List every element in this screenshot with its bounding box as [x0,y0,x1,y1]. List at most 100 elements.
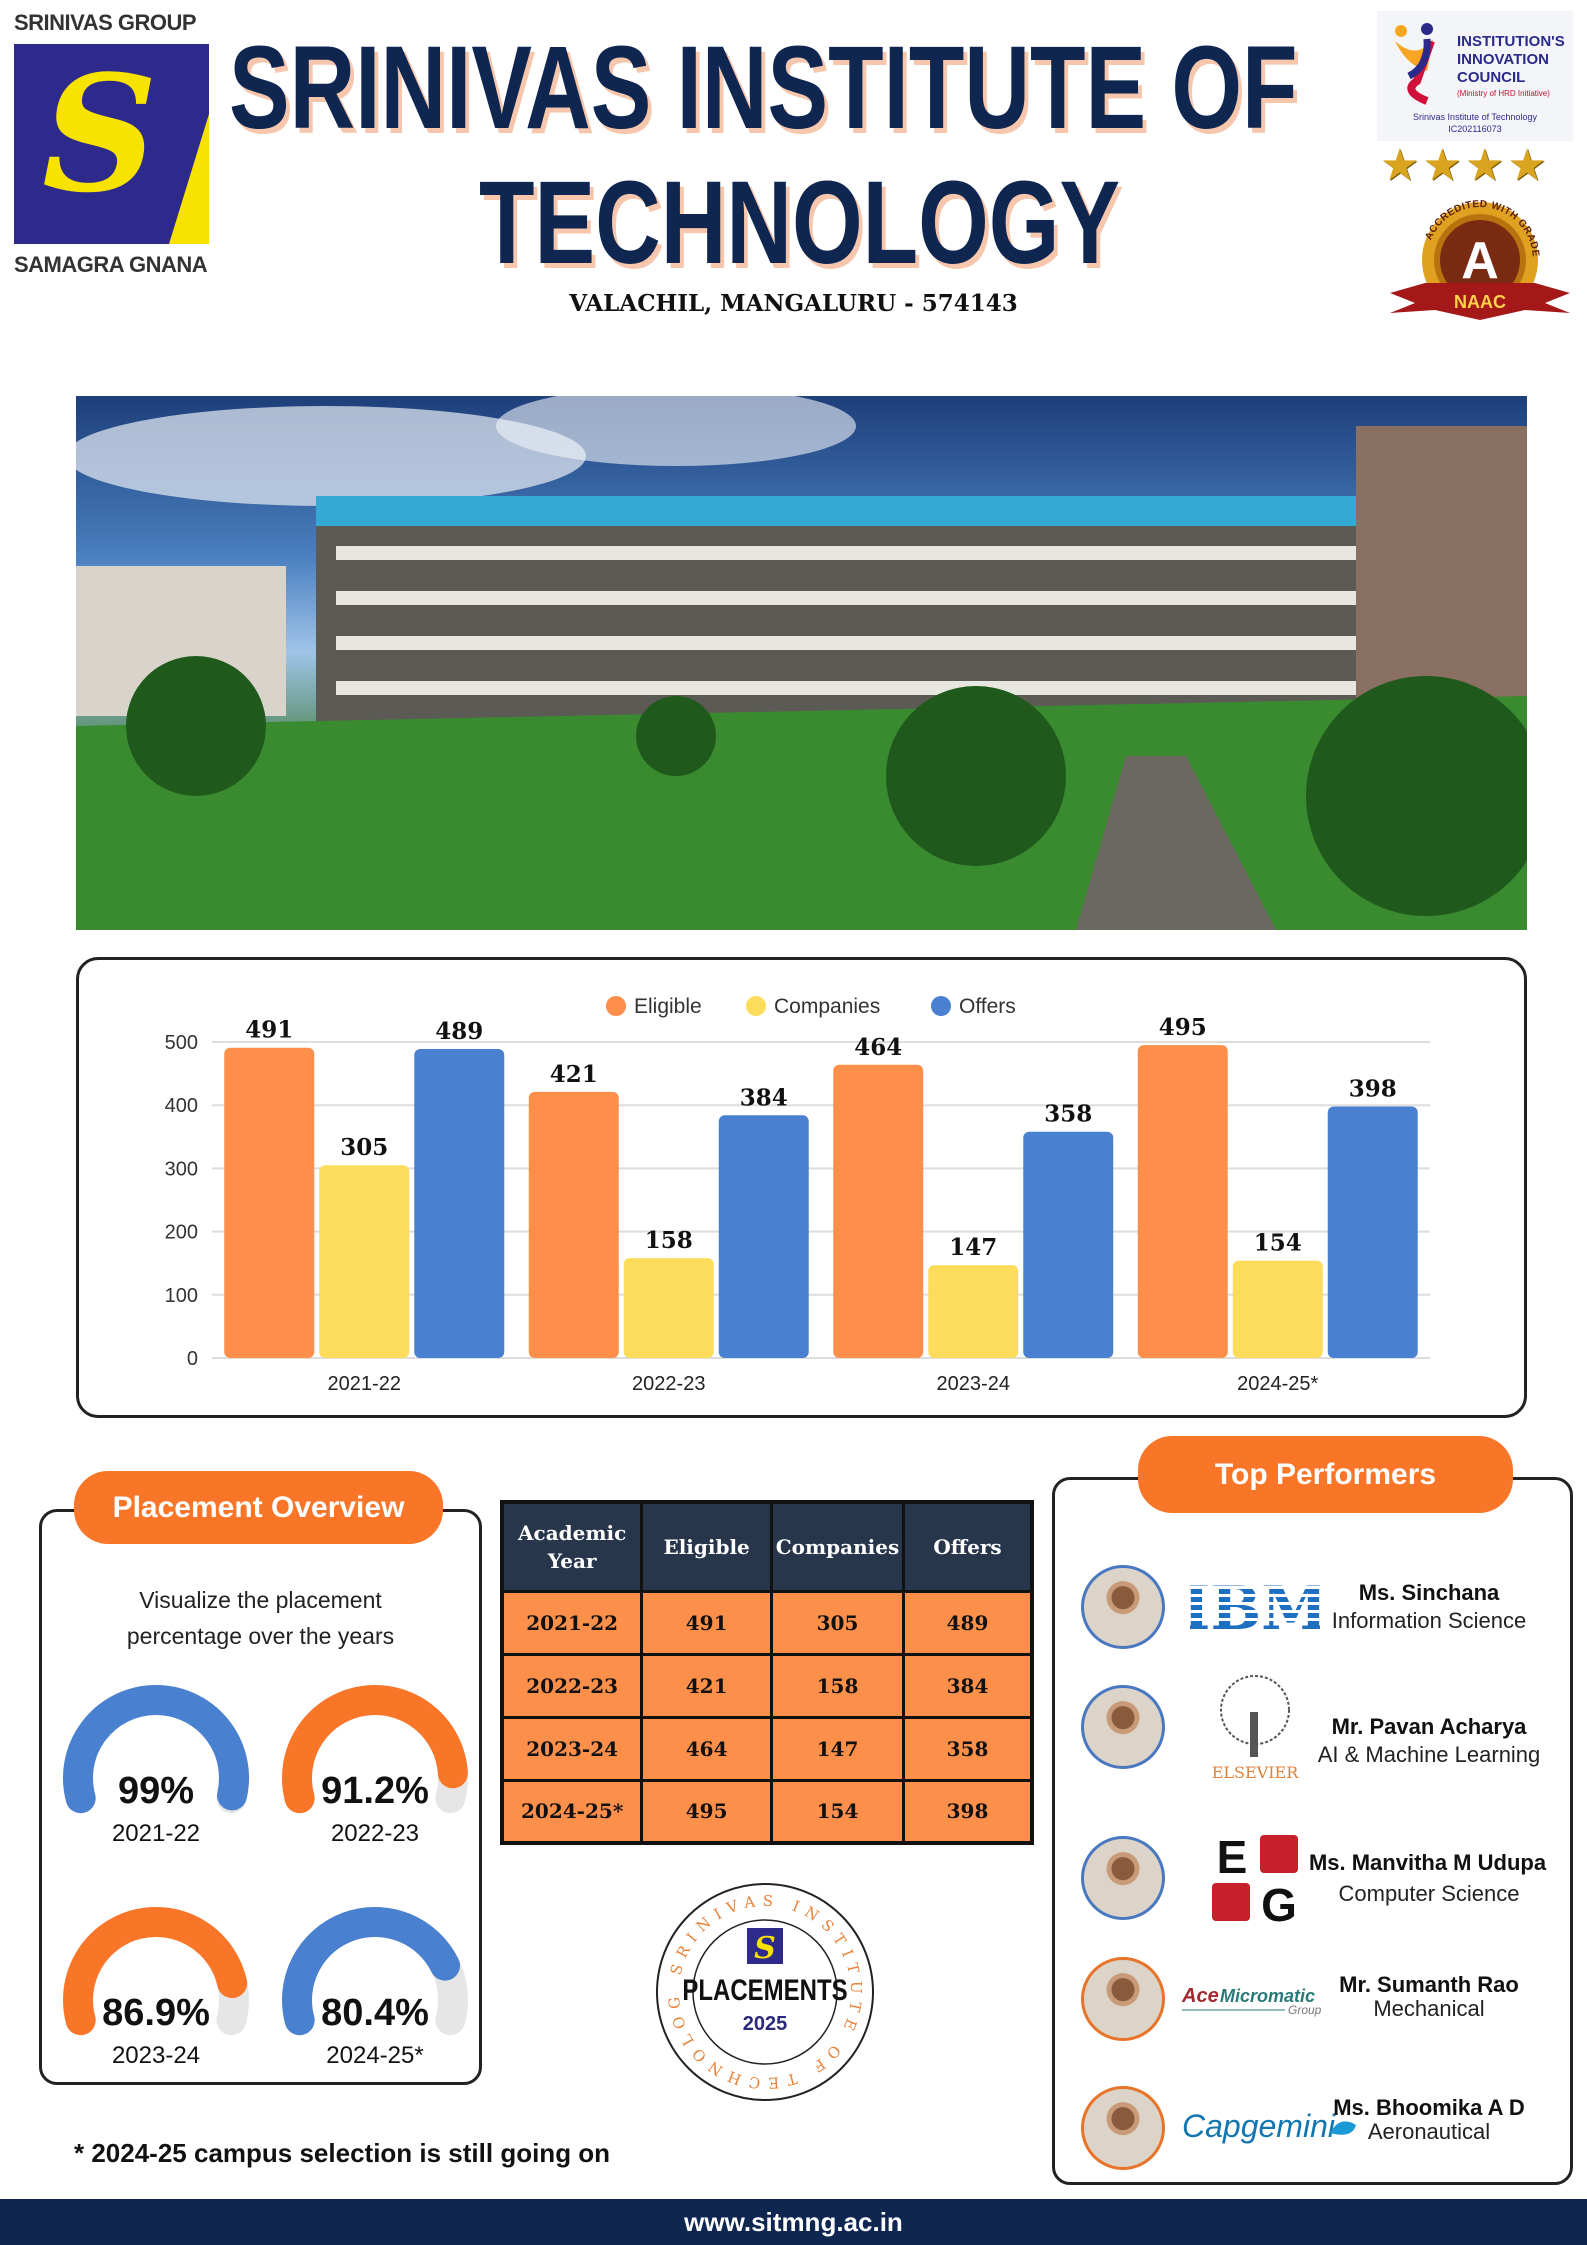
performer-dept: Information Science [1331,1608,1527,1633]
bar-eligible [1137,1045,1228,1358]
placement-table: Academic Year Eligible Companies Offers … [500,1500,1034,1845]
col-offers: Offers [902,1500,1034,1593]
bar-offers [414,1048,505,1358]
data-label: 421 [550,1061,598,1088]
data-label: 495 [1159,1014,1207,1041]
legend-label: Eligible [634,995,702,1018]
table-row: 2023-24 464 147 358 [500,1715,1034,1782]
cell-year: 2024-25* [500,1778,644,1845]
col-eligible: Eligible [640,1500,773,1593]
bar-eligible [528,1091,619,1358]
performer-name: Ms. Sinchana [1358,1580,1500,1605]
y-tick-label: 500 [165,1032,198,1054]
naac-label: NAAC [1454,292,1506,312]
data-label: 489 [435,1018,483,1045]
cell-offers: 398 [902,1778,1034,1845]
x-tick-label: 2021-22 [328,1373,401,1395]
legend-marker [746,996,766,1016]
gauge-year: 2021-22 [111,1820,201,1847]
y-tick-label: 400 [165,1095,198,1117]
cell-eligible: 491 [640,1589,773,1656]
placements-2025-seal: SRINIVAS INSTITUTE OF TECHNOLOGY S PLACE… [653,1880,874,2101]
cell-eligible: 464 [640,1715,773,1782]
cell-offers: 489 [902,1589,1034,1656]
cell-year: 2023-24 [500,1715,644,1782]
bar-companies [623,1258,714,1358]
cell-companies: 158 [769,1652,906,1719]
institute-title-line2: TECHNOLOGY [479,157,1121,289]
performer-avatar [1081,1836,1165,1920]
performer-item: IBM Ms. Sinchana Information Science [1055,1552,1570,1662]
performer-avatar [1081,1685,1165,1769]
svg-text:S: S [754,1931,776,1966]
iic-ministry: (Ministry of HRD Initiative) [1457,89,1550,98]
data-label: 147 [949,1234,997,1261]
data-label: 398 [1349,1075,1397,1102]
cell-offers: 384 [902,1652,1034,1719]
data-label: 305 [340,1134,388,1161]
institute-title-line1: SRINIVAS INSTITUTE OF [229,22,1298,154]
cell-companies: 154 [769,1778,906,1845]
seal-year: 2025 [743,2013,788,2035]
gauge-fill [282,1685,468,1814]
svg-text:Ace: Ace [1181,1985,1219,2007]
logo-bottom-text: SAMAGRA GNANA [14,252,208,277]
y-tick-label: 200 [165,1222,198,1244]
bar-offers [718,1115,809,1358]
svg-text:Group: Group [1288,2003,1322,2017]
table-row: 2024-25* 495 154 398 [500,1778,1034,1845]
gauge-2023-24 [63,1907,249,2036]
data-label: 464 [854,1034,902,1061]
legend-marker [931,996,951,1016]
website-link[interactable]: www.sitmng.ac.in [0,2199,1587,2245]
svg-text:Capgemini: Capgemini [1182,2108,1336,2144]
performer-dept: AI & Machine Learning [1317,1742,1541,1767]
cell-offers: 358 [902,1715,1034,1782]
gauge-value: 80.4% [321,1992,429,2034]
gauge-value: 86.9% [102,1992,210,2034]
gauge-year: 2023-24 [111,2042,201,2069]
performer-name: Ms. Manvitha M Udupa [1308,1850,1547,1875]
svg-text:ELSEVIER: ELSEVIER [1212,1763,1300,1782]
gauge-value: 99% [117,1770,195,1812]
bar-offers [1327,1106,1418,1358]
subtitle-line2: percentage over the years [126,1623,395,1649]
cell-year: 2021-22 [500,1589,644,1656]
legend-label: Offers [959,995,1016,1018]
iic-title: INSTITUTION'S INNOVATION COUNCIL [1457,33,1565,86]
seal-title: PLACEMENTS [682,1972,847,2006]
bar-eligible [833,1064,924,1358]
bar-companies [319,1165,410,1358]
iic-logo: INSTITUTION'S INNOVATION COUNCIL (Minist… [1377,11,1573,141]
iic-institute-name: Srinivas Institute of Technology [1413,112,1537,122]
ibm-logo: IBM [1180,1562,1330,1652]
capgemini-logo: Capgemini [1180,2083,1360,2173]
performer-avatar [1081,1565,1165,1649]
cell-companies: 305 [769,1589,906,1656]
y-tick-label: 0 [187,1348,198,1370]
performer-dept: Aeronautical [1367,2119,1491,2144]
x-tick-label: 2022-23 [632,1373,705,1395]
y-tick-label: 100 [165,1285,198,1307]
y-tick-label: 300 [165,1158,198,1180]
placement-bar-chart-card [76,957,1527,1418]
performer-item: Capgemini Ms. Bhoomika A D Aeronautical [1055,2073,1570,2183]
naac-grade: A [1461,232,1499,290]
table-row: 2022-23 421 158 384 [500,1652,1034,1719]
gauge-fill [63,1685,249,1814]
performer-item: Ace Micromatic Group Mr. Sumanth Rao Mecha… [1055,1944,1570,2054]
cell-eligible: 495 [640,1778,773,1845]
ace-micromatic-logo: Ace Micromatic Group [1180,1954,1330,2044]
naac-badge: ACCREDITED WITH GRADE A NAAC [1390,199,1570,320]
gauge-value: 91.2% [321,1770,429,1812]
subtitle-line1: Visualize the placement [139,1587,382,1613]
svg-text:Micromatic: Micromatic [1220,1986,1315,2006]
performer-avatar [1081,2086,1165,2170]
performer-avatar [1081,1957,1165,2041]
legend-label: Companies [774,995,880,1018]
performer-name: Ms. Bhoomika A D [1333,2095,1525,2120]
bar-offers [1023,1131,1114,1358]
data-label: 491 [245,1017,293,1044]
bar-companies [1232,1260,1323,1358]
